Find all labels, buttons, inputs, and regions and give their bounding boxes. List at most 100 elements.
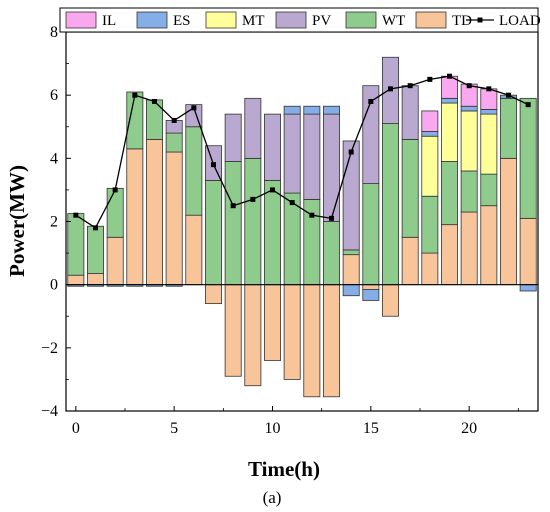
bar-pv-h17: [401, 85, 419, 140]
load-point-h13: [329, 215, 334, 221]
bars-layer: [67, 56, 537, 398]
bar-es-h19: [441, 97, 458, 104]
bar-td-h18: [421, 252, 439, 286]
bar-es-h15: [362, 289, 380, 301]
bar-pv-h11: [283, 113, 301, 194]
bar-wt-h9: [244, 157, 262, 286]
bar-td-h16: [382, 284, 399, 317]
x-tick-label: 20: [461, 420, 477, 437]
load-point-h14: [348, 149, 354, 155]
x-tick-label: 10: [265, 420, 281, 437]
bar-wt-h21: [480, 173, 498, 207]
load-point-h6: [191, 105, 197, 111]
y-tick-label: −2: [41, 340, 58, 357]
bar-wt-h1: [87, 225, 104, 275]
x-tick-label: 0: [72, 420, 80, 437]
bar-td-h7: [205, 284, 222, 305]
legend-swatch-es: [136, 11, 168, 29]
bar-td-h1: [87, 273, 104, 286]
bar-wt-h10: [264, 180, 281, 286]
bar-td-h9: [244, 284, 262, 387]
bar-td-h12: [303, 284, 321, 398]
bar-pv-h12: [303, 113, 321, 200]
x-axis-title: Time(h): [248, 457, 320, 481]
bar-td-h23: [519, 217, 537, 286]
legend-label-load: LOAD: [499, 13, 541, 29]
y-tick-label: 0: [50, 277, 58, 294]
bar-es-h20: [460, 105, 478, 112]
legend-swatch-mt: [205, 11, 237, 29]
legend-swatch-wt: [345, 11, 377, 29]
legend-label-pv: PV: [312, 13, 331, 29]
bar-il-h18: [421, 110, 439, 132]
legend-label-td: TD: [452, 13, 472, 29]
bar-es-h13: [323, 105, 340, 115]
bar-td-h6: [185, 214, 203, 286]
bar-td-h19: [441, 224, 458, 286]
bar-wt-h4: [146, 99, 163, 140]
load-point-h10: [270, 187, 275, 193]
x-tick-label: 15: [363, 420, 379, 437]
bar-wt-h8: [224, 161, 242, 286]
bar-wt-h16: [382, 123, 399, 286]
bar-td-h15: [362, 284, 380, 290]
load-line-layer: [73, 73, 531, 231]
bar-td-h17: [401, 236, 419, 286]
legend-marker-load: [477, 17, 483, 23]
bar-td-h13: [323, 284, 340, 398]
bar-mt-h21: [480, 113, 498, 175]
bar-pv-h8: [224, 113, 242, 162]
bar-mt-h18: [421, 135, 439, 197]
bar-pv-h10: [264, 113, 281, 181]
legend-label-wt: WT: [382, 13, 405, 29]
bar-td-h14: [342, 254, 360, 286]
bar-td-h4: [146, 138, 163, 286]
bar-es-h14: [342, 284, 360, 297]
bar-es-h18: [421, 131, 439, 137]
bar-td-h11: [283, 284, 301, 380]
legend-label-il: IL: [102, 13, 116, 29]
bar-wt-h15: [362, 183, 380, 286]
load-point-h0: [73, 212, 79, 218]
y-tick-label: 4: [50, 150, 58, 167]
bar-wt-h0: [67, 213, 85, 276]
bar-wt-h3: [126, 91, 144, 150]
bar-td-h2: [106, 236, 124, 286]
load-point-h3: [132, 92, 138, 98]
bar-pv-h13: [323, 113, 340, 222]
legend-swatch-il: [65, 11, 97, 29]
bar-td-h0: [67, 274, 85, 286]
load-point-h7: [211, 162, 216, 168]
legend-swatch-td: [415, 11, 447, 29]
y-tick-label: 2: [50, 214, 58, 231]
load-point-h16: [388, 86, 393, 92]
legend-label-mt: MT: [242, 13, 265, 29]
bar-pv-h14: [342, 140, 360, 251]
bar-es-h11: [283, 105, 301, 115]
bar-wt-h19: [441, 161, 458, 226]
bar-wt-h18: [421, 195, 439, 254]
bar-wt-h20: [460, 170, 478, 213]
bar-td-h8: [224, 284, 242, 377]
bar-il-h21: [480, 88, 498, 110]
bar-wt-h13: [323, 221, 340, 286]
load-point-h8: [230, 203, 236, 209]
legend-swatch-pv: [275, 11, 307, 29]
load-point-h11: [289, 200, 295, 206]
load-point-h4: [152, 98, 157, 104]
bar-mt-h20: [460, 110, 478, 172]
bar-es-h23: [519, 284, 537, 292]
bar-wt-h5: [165, 132, 183, 153]
load-point-h21: [486, 86, 492, 92]
load-line: [75, 75, 529, 229]
load-point-h12: [309, 212, 315, 218]
legend: IL ES MT PV WT TD LOAD: [59, 7, 541, 33]
bar-td-h3: [126, 148, 144, 286]
load-point-h9: [250, 196, 256, 202]
bar-td-h10: [264, 284, 281, 361]
load-point-h20: [466, 83, 472, 89]
y-tick-label: 6: [50, 87, 58, 104]
load-point-h23: [525, 102, 531, 108]
bar-es-h21: [480, 108, 498, 115]
